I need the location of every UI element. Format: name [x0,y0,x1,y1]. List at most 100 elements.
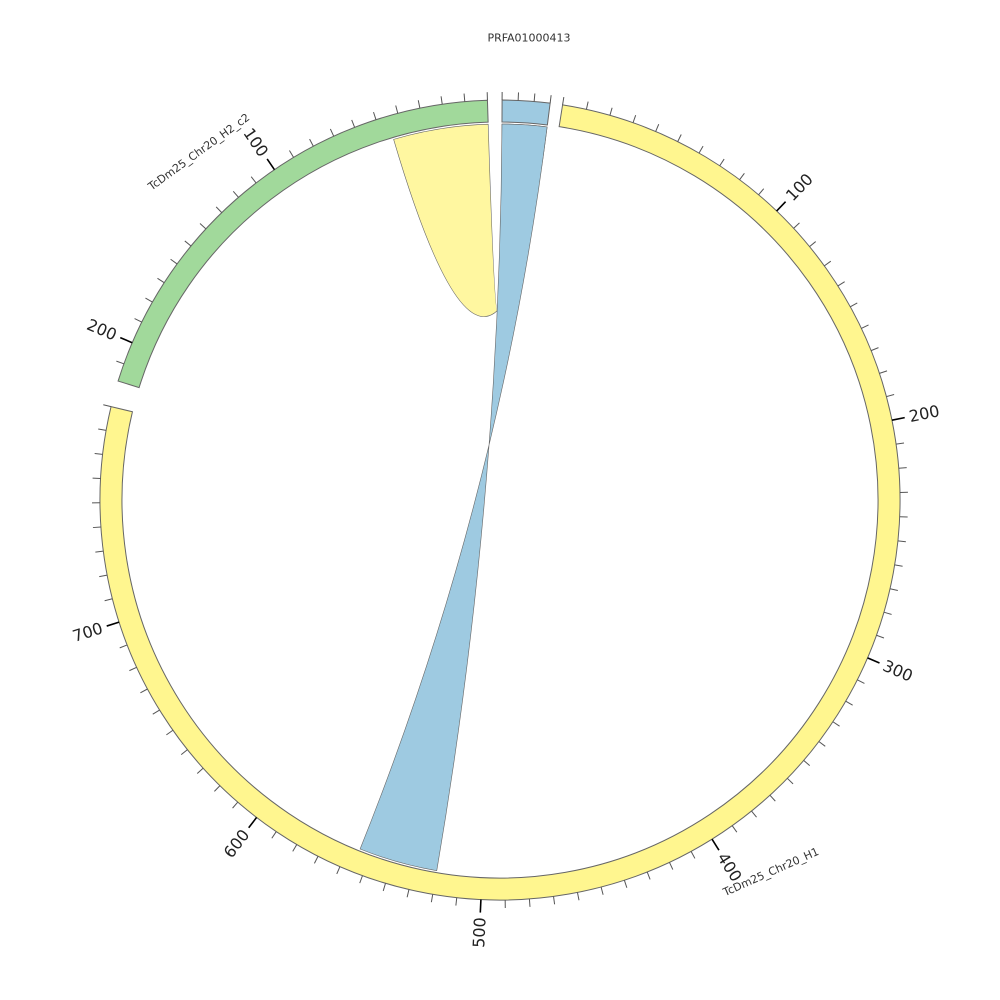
seg-h1-minor-tick [889,588,898,591]
seg-h1-minor-tick [292,844,298,852]
seg-h1-minor-tick [786,777,794,785]
seg-h1-minor-tick [876,634,885,639]
seg-h1-minor-tick [731,825,738,833]
seg-h1-minor-tick [609,107,613,116]
seg-h1-minor-tick [655,123,660,132]
seg-h1-minor-tick [646,871,651,880]
seg-h1-minor-tick [896,442,905,445]
seg-h1-minor-tick [576,892,580,901]
seg-h1-minor-tick [870,347,879,352]
seg-h2-minor-tick [184,240,192,247]
seg-h1-minor-tick [214,785,221,792]
seg-h1-major-tick [248,816,258,829]
seg-h2-minor-tick [250,176,257,184]
seg-h1-minor-tick [751,810,757,818]
seg-h1-minor-tick [359,875,363,884]
seg-h1-major-tick [479,899,482,913]
seg-h1-minor-tick [623,880,628,888]
seg-h1-major-tick [891,416,905,421]
seg-prfa-minor-tick [533,93,536,102]
seg-h2-minor-tick [329,128,335,137]
segments-layer [99,99,901,901]
seg-h1-minor-tick [897,540,906,543]
seg-h1-minor-tick [104,598,113,602]
seg-h2-minor-tick [170,258,178,265]
seg-h2-minor-tick [145,297,153,303]
seg-h1-minor-tick [95,550,104,553]
ticks-layer [92,92,908,913]
seg-h1-minor-tick [894,564,903,567]
seg-h1-minor-tick [94,452,103,455]
seg-h2-arc [117,99,489,389]
seg-h1-minor-tick [103,404,112,408]
seg-h1-minor-tick [585,101,589,110]
seg-h2-major-tick [266,158,276,171]
seg-h1-minor-tick [850,302,858,308]
seg-h1-tick-label: 600 [220,826,254,862]
seg-h1-minor-tick [382,883,386,892]
seg-h2-minor-tick [199,223,207,230]
seg-h1-minor-tick [196,767,204,774]
links-layer [359,123,548,871]
seg-h2-minor-tick [134,318,142,323]
seg-h1-minor-tick [553,896,556,905]
seg-prfa-arc [501,99,551,126]
seg-h1-minor-tick [818,741,826,747]
seg-h2-minor-tick [157,277,165,284]
seg-h1-minor-tick [690,851,696,859]
seg-h1-tick-label: 700 [70,618,105,645]
seg-h1-major-tick [776,201,787,212]
link-ribbon-2 [359,123,548,871]
seg-h1-minor-tick [232,801,239,809]
seg-h2-minor-tick [289,150,294,158]
seg-h2-major-tick [119,336,133,344]
seg-h1-major-tick [867,657,880,664]
seg-h1-major-tick [106,621,120,627]
seg-h1-minor-tick [600,886,604,895]
seg-h1-minor-tick [861,324,869,329]
seg-h1-minor-tick [98,428,107,431]
seg-h1-minor-tick [898,467,907,469]
seg-h2-minor-tick [373,111,377,120]
seg-h1-minor-tick [271,831,277,839]
seg-h1-minor-tick [99,574,108,578]
seg-h1-minor-tick [698,145,704,154]
seg-h1-tick-label: 100 [782,170,817,205]
seg-h2-minor-tick [463,93,466,102]
seg-prfa-label: PRFA01000413 [487,32,570,45]
seg-h1-minor-tick [632,115,637,123]
seg-h2-tick-label: 200 [84,315,120,344]
seg-h1-minor-tick [824,260,832,267]
seg-h1-minor-tick [166,729,174,736]
seg-h2-minor-tick [232,190,239,198]
seg-h1-minor-tick [92,526,101,529]
seg-h2-label: TcDm25_Chr20_H2_c2 [145,111,252,194]
seg-h2-minor-tick [116,360,125,365]
seg-h2-minor-tick [351,119,356,128]
seg-h1-minor-tick [406,889,410,898]
seg-h2-minor-tick [440,96,443,105]
seg-h1-minor-tick [719,158,725,167]
seg-h1-tick-label: 500 [469,917,489,948]
seg-h1-minor-tick [528,898,531,907]
seg-h1-minor-tick [845,700,853,706]
seg-h1-minor-tick [430,894,434,903]
seg-h1-minor-tick [562,96,565,106]
seg-h1-minor-tick [152,709,160,715]
seg-h1-minor-tick [793,222,800,229]
seg-h2-tick-label: 100 [239,124,272,160]
seg-h1-minor-tick [739,172,745,180]
seg-h1-minor-tick [837,281,845,287]
seg-h1-minor-tick [832,721,840,727]
seg-h2-minor-tick [417,100,421,109]
seg-h1-minor-tick [119,644,128,649]
seg-h1-minor-tick [809,241,817,248]
seg-h1-arc [99,104,901,901]
seg-h1-major-tick [711,838,720,851]
seg-h1-minor-tick [803,760,811,766]
seg-h1-minor-tick [140,688,148,694]
seg-h1-minor-tick [455,897,458,906]
seg-h1-minor-tick [769,794,776,802]
seg-h1-minor-tick [313,855,319,864]
